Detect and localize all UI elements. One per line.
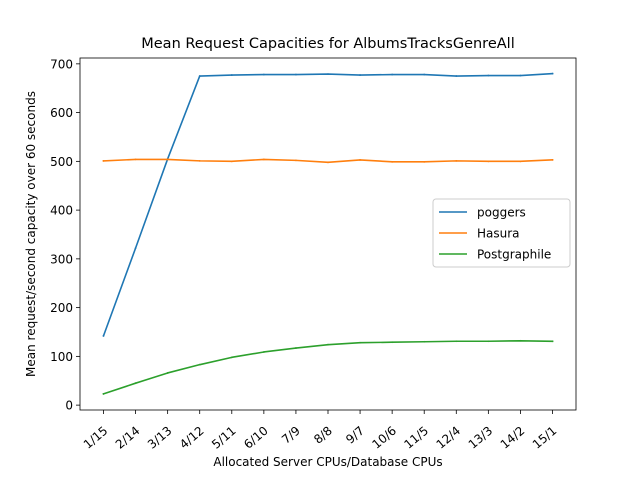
- x-tick-label: 11/5: [401, 424, 431, 452]
- chart-title: Mean Request Capacities for AlbumsTracks…: [141, 36, 514, 52]
- y-tick-label: 400: [50, 204, 73, 218]
- x-axis: 1/15 2/14 3/13 4/12 5/11 6/10 7/9 8/8 9/7 10/6 11/…: [81, 410, 560, 452]
- y-axis: 0 100 200 300 400 500 600 700: [50, 57, 80, 413]
- data-point: [327, 161, 329, 164]
- x-tick-label: 12/4: [434, 424, 464, 452]
- x-tick-label: 15/1: [530, 424, 560, 452]
- x-tick-label: 5/11: [209, 424, 239, 452]
- x-tick-label: 7/9: [279, 424, 303, 447]
- data-point: [423, 73, 426, 76]
- legend-label-hasura: Hasura: [477, 227, 520, 241]
- x-tick-label: 14/2: [498, 424, 528, 452]
- data-point: [551, 158, 554, 161]
- data-point: [519, 160, 522, 163]
- x-tick-label: 8/8: [311, 424, 335, 447]
- data-point: [519, 74, 522, 77]
- data-point: [166, 158, 169, 161]
- y-tick-label: 200: [50, 301, 73, 315]
- series-layer: [102, 72, 554, 395]
- legend: poggers Hasura Postgraphile: [432, 198, 571, 268]
- legend-box: [432, 198, 571, 268]
- y-axis-label: Mean request/second capacity over 60 sec…: [24, 91, 38, 377]
- data-point: [295, 347, 297, 349]
- x-tick-label: 13/3: [466, 424, 496, 452]
- data-point: [455, 340, 458, 343]
- data-point: [295, 159, 297, 162]
- data-point: [455, 75, 458, 77]
- data-point: [551, 340, 554, 343]
- data-point: [134, 382, 137, 385]
- data-point: [262, 351, 265, 353]
- data-point: [230, 74, 233, 76]
- data-point: [198, 159, 201, 162]
- data-point: [230, 160, 233, 163]
- data-point: [391, 73, 394, 76]
- y-tick-label: 700: [50, 57, 73, 71]
- x-tick-label: 4/12: [177, 424, 207, 452]
- y-tick-label: 100: [50, 350, 73, 364]
- data-point: [359, 158, 361, 161]
- x-tick-label: 3/13: [145, 424, 175, 452]
- data-point: [262, 158, 265, 161]
- legend-label-poggers: poggers: [477, 206, 526, 220]
- data-point: [262, 73, 265, 76]
- data-point: [134, 247, 137, 250]
- data-point: [487, 160, 490, 163]
- data-point: [230, 356, 233, 359]
- data-point: [166, 372, 169, 374]
- series-postgraphile: [102, 339, 554, 395]
- data-point: [102, 334, 105, 337]
- data-point: [423, 340, 426, 343]
- data-point: [391, 160, 394, 163]
- data-point: [102, 393, 105, 395]
- y-tick-label: 500: [50, 155, 73, 169]
- data-point: [295, 73, 297, 76]
- data-point: [487, 74, 490, 77]
- data-point: [391, 341, 394, 344]
- x-tick-label: 1/15: [81, 424, 111, 452]
- x-tick-label: 9/7: [343, 424, 367, 447]
- data-point: [487, 340, 490, 343]
- series-poggers: [102, 72, 554, 337]
- data-point: [327, 73, 329, 75]
- y-tick-label: 300: [50, 252, 73, 266]
- data-point: [455, 159, 458, 162]
- x-tick-label: 10/6: [369, 424, 399, 452]
- series-hasura: [102, 158, 554, 164]
- data-point: [519, 339, 522, 342]
- y-tick-label: 0: [65, 399, 73, 413]
- data-point: [198, 75, 201, 77]
- data-point: [423, 160, 426, 163]
- x-tick-label: 6/10: [241, 424, 271, 452]
- data-point: [359, 341, 361, 344]
- x-tick-label: 2/14: [113, 424, 143, 452]
- data-point: [359, 74, 361, 76]
- data-point: [102, 159, 105, 162]
- data-point: [134, 158, 137, 161]
- data-point: [551, 72, 554, 75]
- data-point: [198, 363, 201, 366]
- y-tick-label: 600: [50, 106, 73, 120]
- x-axis-label: Allocated Server CPUs/Database CPUs: [213, 455, 442, 469]
- legend-label-postgraphile: Postgraphile: [477, 248, 551, 262]
- data-point: [327, 343, 329, 346]
